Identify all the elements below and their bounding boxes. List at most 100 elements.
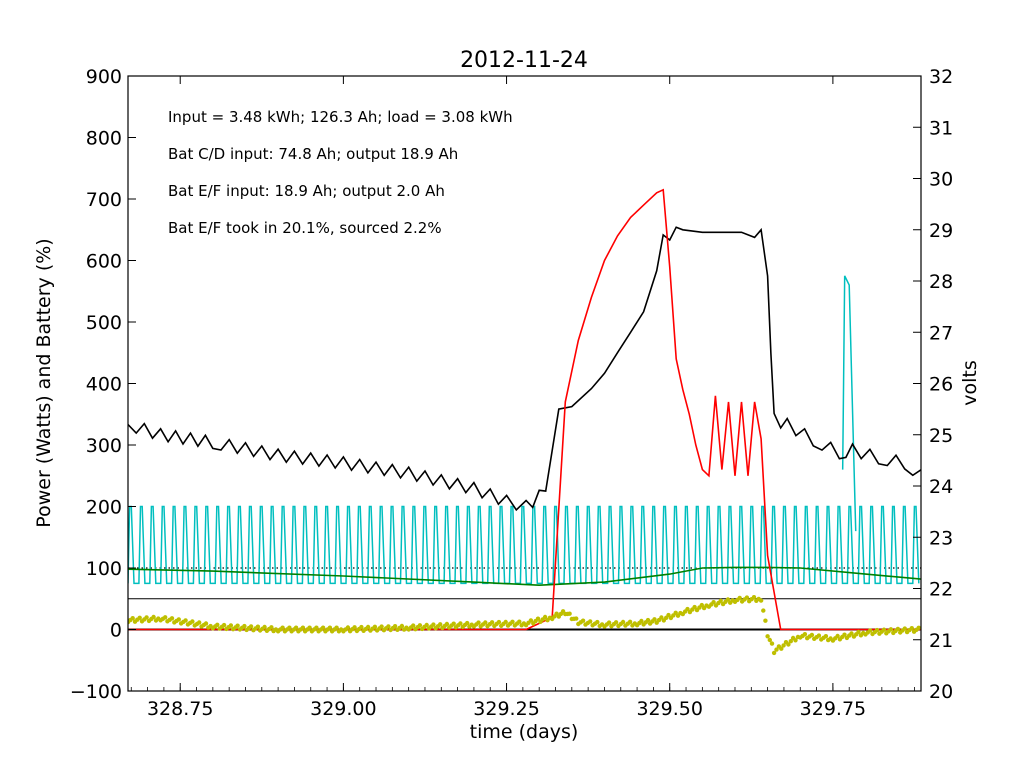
current-dot [235, 623, 240, 628]
series-line-input [128, 188, 921, 631]
current-dot [737, 595, 742, 601]
current-dot [659, 615, 664, 620]
current-dot [359, 624, 364, 630]
current-dot [169, 616, 175, 621]
y-tick-label: 300 [86, 435, 122, 457]
current-dot [269, 625, 274, 630]
current-dot [771, 650, 777, 656]
current-dot [874, 627, 880, 633]
current-dot [255, 624, 261, 629]
current-dot [424, 622, 429, 628]
current-dot [293, 625, 299, 630]
current-dot [444, 621, 450, 627]
current-dot [183, 618, 188, 623]
current-dot [916, 625, 921, 630]
current-dot [606, 620, 612, 625]
current-dot [280, 625, 285, 630]
current-dot [685, 606, 690, 612]
current-dot [334, 625, 339, 630]
current-dot [816, 633, 822, 638]
annotation-2: Bat C/D input: 74.8 Ah; output 18.9 Ah [168, 145, 458, 163]
current-dot [823, 634, 829, 639]
current-dot [802, 632, 808, 637]
current-dot [809, 632, 815, 638]
x-tick-label: 329.25 [473, 698, 539, 720]
current-dot [627, 619, 633, 624]
y2-tick-label: 28 [929, 271, 953, 293]
y-tick-label: 400 [86, 374, 122, 396]
current-dot [242, 623, 247, 629]
current-dot [392, 624, 398, 629]
current-dot [528, 618, 534, 623]
y2-tick-label: 30 [929, 169, 953, 191]
current-dot [496, 619, 502, 625]
y-tick-label: 0 [110, 620, 122, 642]
current-dot [620, 619, 626, 625]
y-axis-title: Power (Watts) and Battery (%) [33, 238, 55, 527]
y2-tick-label: 20 [929, 681, 953, 703]
current-dot [451, 621, 456, 626]
current-dot [137, 615, 142, 620]
y2-tick-label: 29 [929, 220, 953, 242]
series-line-voltage [128, 226, 921, 512]
current-dot [849, 631, 854, 636]
current-dot [856, 629, 861, 635]
y-tick-label: 200 [86, 497, 122, 519]
current-dot [510, 619, 515, 624]
series-dots-current [128, 595, 921, 656]
current-dot [867, 628, 873, 633]
current-dot [639, 618, 644, 624]
y-tick-label: 100 [86, 558, 122, 580]
current-dot [517, 619, 522, 624]
x-tick-label: 329.00 [310, 698, 376, 720]
current-dot [666, 612, 671, 618]
current-dot [588, 619, 593, 624]
y2-tick-label: 21 [929, 630, 953, 652]
current-dot [320, 625, 326, 630]
current-dot [262, 624, 267, 630]
current-dot [881, 627, 887, 632]
current-dot [399, 623, 405, 629]
current-dot [692, 604, 697, 610]
current-dot [699, 602, 704, 608]
current-dot [909, 626, 914, 631]
current-dot [767, 637, 772, 643]
current-dot [613, 620, 619, 625]
current-dot [595, 619, 600, 625]
current-dot [431, 622, 436, 627]
current-dot [372, 624, 378, 629]
chart-title: 2012-11-24 [460, 48, 588, 73]
current-dot [574, 616, 579, 621]
current-dot [895, 626, 901, 632]
current-dot [190, 619, 195, 624]
series-line-battery [128, 566, 921, 587]
current-dot [793, 638, 798, 643]
y-axis-right: 20 21 22 23 24 25 26 27 28 29 30 31 32 [913, 66, 953, 703]
current-dot [476, 620, 481, 625]
current-dot [365, 624, 371, 630]
current-dot [228, 623, 234, 628]
current-dot [765, 634, 770, 639]
series-group [128, 188, 921, 656]
current-dot [221, 622, 227, 628]
y-tick-label: −100 [70, 681, 122, 703]
current-dot [151, 614, 156, 620]
current-dot [458, 621, 463, 626]
y-tick-label: 600 [86, 251, 122, 273]
annotation-3: Bat E/F input: 18.9 Ah; output 2.0 Ah [168, 182, 445, 200]
current-dot [711, 600, 716, 605]
y-tick-label: 900 [86, 66, 122, 88]
current-dot [769, 641, 775, 646]
current-dot [652, 617, 657, 622]
y2-tick-label: 26 [929, 374, 953, 396]
current-dot [645, 617, 651, 623]
current-dot [163, 615, 168, 620]
current-dot [786, 642, 791, 647]
current-dot [248, 624, 254, 629]
current-dot [542, 614, 548, 620]
current-dot [835, 633, 840, 639]
current-dot [307, 625, 312, 630]
y-tick-label: 500 [86, 312, 122, 334]
current-dot [580, 618, 586, 623]
